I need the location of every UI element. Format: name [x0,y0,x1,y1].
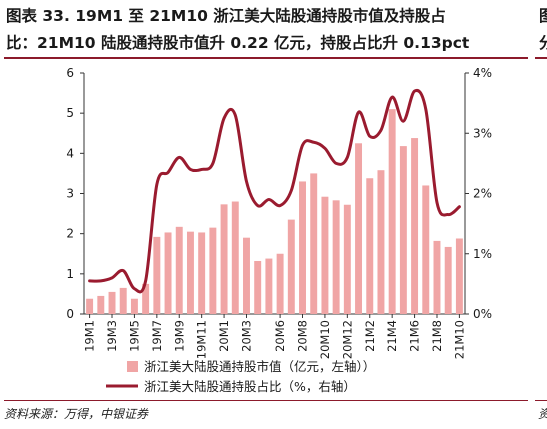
chart-title-line-2: 比：21M10 陆股通持股市值升 0.22 亿元，持股占比升 0.13pct [6,34,470,52]
right-axis-tick-label: 1% [473,247,492,261]
left-axis-tick-label: 2 [66,227,74,241]
right-axis-tick-label: 4% [473,66,492,80]
bar-series [86,109,463,315]
left-axis-tick-label: 1 [66,267,74,281]
bar-19M10 [186,231,194,314]
bar-20M4 [254,260,262,314]
x-tick-label: 21M8 [430,320,444,352]
bar-19M4 [119,287,127,314]
bar-19M6 [142,283,150,314]
legend: 浙江美大陆股通持股市值（亿元，左轴）） 浙江美大陆股通持股占比（%，右轴） [106,359,375,394]
bar-19M11 [198,232,206,314]
bar-20M8 [299,181,306,314]
neighbor-source-rule [535,400,547,401]
x-tick-label: 21M6 [408,320,422,352]
x-tick-label: 19M5 [127,320,141,352]
line-series [88,88,461,294]
bar-20M6 [276,253,284,314]
source-note: 资料来源：万得，中银证券 [4,407,149,421]
bar-21M7 [422,185,430,314]
bar-19M12 [209,227,217,314]
left-axis-tick-label: 3 [66,187,74,201]
x-tick-label: 19M1 [83,320,97,352]
bar-19M5 [130,298,138,314]
bar-19M2 [97,295,105,314]
chart-title-line-1: 图表 33. 19M1 至 21M10 浙江美大陆股通持股市值及持股占 [6,7,446,25]
left-axis-tick-label: 0 [66,307,74,321]
right-axis-tick-labels: 0% 1% 2% 3% 4% [473,66,492,321]
bar-19M9 [175,226,183,314]
bar-20M12 [343,204,351,314]
bar-21M1 [355,143,363,314]
left-axis-tick-label: 5 [66,106,74,120]
neighbor-title-char-2: 分 [539,34,547,52]
x-tick-label: 20M6 [273,320,287,352]
bar-19M7 [153,236,161,314]
x-tick-label: 20M8 [296,320,310,352]
neighbor-title-rule [535,57,547,59]
x-tick-label: 20M12 [340,320,354,359]
right-axis-tick-label: 0% [473,307,492,321]
left-axis-tick-label: 4 [66,146,74,160]
right-axis-tick-label: 3% [473,126,492,140]
line-holding-ratio [88,88,461,294]
bar-21M8 [433,240,441,314]
bar-21M4 [388,109,396,315]
x-tick-label: 20M1 [217,320,231,352]
bar-19M8 [164,232,172,314]
bar-21M9 [444,246,452,314]
x-tick-label: 19M9 [172,320,186,352]
bar-20M7 [287,219,295,314]
x-tick-label: 19M3 [105,320,119,352]
legend-bar-label: 浙江美大陆股通持股市值（亿元，左轴）） [144,359,375,374]
left-axis-tick-labels: 0 1 2 3 4 5 6 [66,66,74,321]
x-tick-label: 19M11 [195,320,209,359]
x-tick-label: 21M10 [452,320,466,359]
bar-21M10 [455,238,463,314]
left-axis-tick-label: 6 [66,66,74,80]
title-rule [4,57,528,59]
right-axis-tick-label: 2% [473,187,492,201]
x-tick-label: 21M2 [363,320,377,352]
source-rule [4,400,528,401]
neighbor-source-clipped: 资 [538,405,547,422]
bar-19M1 [86,298,94,314]
bar-20M11 [332,200,340,314]
x-tick-labels: 19M1 19M3 19M5 19M7 19M9 19M11 20M1 20M3 20M6 20M… [83,320,467,359]
x-tick-label: 21M4 [385,320,399,352]
chart-title: 图表 33. 19M1 至 21M10 浙江美大陆股通持股市值及持股占 比：21… [6,3,536,57]
bar-21M3 [377,170,385,314]
bar-20M10 [321,196,329,314]
bar-19M3 [108,291,116,314]
neighbor-title-char-1: 图 [539,7,547,25]
bar-20M1 [220,204,228,314]
bar-21M6 [411,138,419,314]
bar-20M5 [265,258,273,314]
x-tick-label: 20M3 [239,320,253,352]
bar-21M2 [366,178,374,314]
x-tick-label: 19M7 [150,320,164,352]
bar-20M3 [243,237,250,314]
bar-20M2 [231,201,239,314]
bar-21M5 [399,146,407,314]
legend-line-label: 浙江美大陆股通持股占比（%，右轴） [144,379,356,394]
axes [80,72,469,318]
legend-bar-swatch [127,361,138,372]
bar-20M9 [310,173,318,314]
x-tick-label: 20M10 [318,320,332,359]
neighbor-figure-clipped: 图 分 [539,3,547,57]
